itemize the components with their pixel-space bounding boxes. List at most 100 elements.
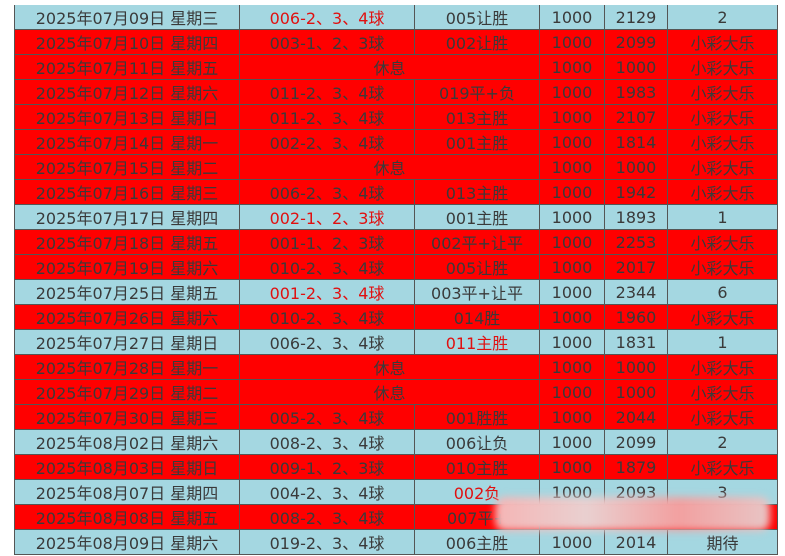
table-cell: 005让胜: [415, 5, 540, 30]
table-cell: 006主胜: [415, 530, 540, 555]
table-cell: 006-2、3、4球: [240, 330, 415, 355]
table-cell: 2025年08月09日 星期六: [14, 530, 240, 555]
table-cell: 休息: [240, 155, 540, 180]
table-cell: 001主胜: [415, 130, 540, 155]
table-cell: 小彩大乐: [668, 30, 778, 55]
table-cell: 2025年07月10日 星期四: [14, 30, 240, 55]
table-cell: 2025年07月14日 星期一: [14, 130, 240, 155]
table-cell: 1000: [540, 180, 605, 205]
table-cell: 2025年07月19日 星期六: [14, 255, 240, 280]
table-cell: 2014: [605, 530, 668, 555]
table-cell: 1000: [540, 80, 605, 105]
table-cell: 1000: [540, 530, 605, 555]
table-cell: 1893: [605, 205, 668, 230]
table-cell: 008-2、3、4球: [240, 430, 415, 455]
table-cell: 1000: [540, 5, 605, 30]
table-cell: 期待: [668, 530, 778, 555]
table-cell: 2129: [605, 5, 668, 30]
table-cell: 2025年07月17日 星期四: [14, 205, 240, 230]
table-cell: 2025年07月25日 星期五: [14, 280, 240, 305]
table-cell: 1814: [605, 130, 668, 155]
table-cell: 002-1、2、3球: [240, 205, 415, 230]
table-cell: 1000: [540, 305, 605, 330]
table-cell: 小彩大乐: [668, 230, 778, 255]
table-cell: 2025年07月13日 星期日: [14, 105, 240, 130]
table-cell: 1000: [540, 130, 605, 155]
table-cell: 002让胜: [415, 30, 540, 55]
table-cell: 1942: [605, 180, 668, 205]
table-cell: 011-2、3、4球: [240, 80, 415, 105]
table-cell: 2025年07月30日 星期三: [14, 405, 240, 430]
table-cell: 005-2、3、4球: [240, 405, 415, 430]
table-cell: 1000: [540, 155, 605, 180]
table-cell: 2344: [605, 280, 668, 305]
table-cell: 1000: [540, 205, 605, 230]
table-cell: 1983: [605, 80, 668, 105]
table-cell: 2: [668, 5, 778, 30]
table-cell: 小彩大乐: [668, 180, 778, 205]
table-cell: 2025年08月07日 星期四: [14, 480, 240, 505]
table-cell: 2025年07月09日 星期三: [14, 5, 240, 30]
table-cell: 006让负: [415, 430, 540, 455]
table-cell: 小彩大乐: [668, 380, 778, 405]
table-cell: 002平+让平: [415, 230, 540, 255]
table-cell: 小彩大乐: [668, 80, 778, 105]
table-cell: 小彩大乐: [668, 305, 778, 330]
table-cell: 小彩大乐: [668, 55, 778, 80]
table-cell: 019平+负: [415, 80, 540, 105]
table-cell: 011-2、3、4球: [240, 105, 415, 130]
table-cell: 019-2、3、4球: [240, 530, 415, 555]
table-cell: 010-2、3、4球: [240, 255, 415, 280]
table-cell: 2025年07月27日 星期日: [14, 330, 240, 355]
table-cell: 2253: [605, 230, 668, 255]
table-cell: 2025年07月12日 星期六: [14, 80, 240, 105]
table-cell: 1000: [540, 355, 605, 380]
table-cell: 1000: [540, 255, 605, 280]
table-cell: 小彩大乐: [668, 105, 778, 130]
table-cell: 001-2、3、4球: [240, 280, 415, 305]
table-cell: 2025年07月28日 星期一: [14, 355, 240, 380]
table-cell: 2025年07月29日 星期二: [14, 380, 240, 405]
table-cell: 小彩大乐: [668, 130, 778, 155]
table-cell: 1000: [540, 105, 605, 130]
blur-overlay: [495, 497, 770, 531]
table-cell: 002负: [415, 480, 540, 505]
table-cell: 2025年08月03日 星期日: [14, 455, 240, 480]
table-cell: 005让胜: [415, 255, 540, 280]
table-cell: 小彩大乐: [668, 455, 778, 480]
table-cell: 1000: [540, 30, 605, 55]
table-cell: 1960: [605, 305, 668, 330]
table-cell: 小彩大乐: [668, 255, 778, 280]
table-cell: 001-1、2、3球: [240, 230, 415, 255]
table-cell: 1831: [605, 330, 668, 355]
table-cell: 1: [668, 205, 778, 230]
table-cell: 1000: [540, 455, 605, 480]
table-cell: 1000: [540, 55, 605, 80]
table-cell: 2025年07月26日 星期六: [14, 305, 240, 330]
table-cell: 1000: [605, 355, 668, 380]
table-cell: 013主胜: [415, 180, 540, 205]
table-cell: 1: [668, 330, 778, 355]
table-cell: 008-2、3、4球: [240, 505, 415, 530]
table-cell: 1000: [540, 405, 605, 430]
table-cell: 003平+让平: [415, 280, 540, 305]
table-cell: 2099: [605, 430, 668, 455]
table-cell: 011主胜: [415, 330, 540, 355]
table-cell: 休息: [240, 380, 540, 405]
table-cell: 2025年07月18日 星期五: [14, 230, 240, 255]
table-cell: 小彩大乐: [668, 155, 778, 180]
table-cell: 2025年08月02日 星期六: [14, 430, 240, 455]
table-cell: 1000: [540, 430, 605, 455]
table-cell: 004-2、3、4球: [240, 480, 415, 505]
table-cell: 010-2、3、4球: [240, 305, 415, 330]
table-cell: 002-2、3、4球: [240, 130, 415, 155]
table-cell: 001胜胜: [415, 405, 540, 430]
table-cell: 014胜: [415, 305, 540, 330]
table-cell: 1000: [540, 330, 605, 355]
table-cell: 006-2、3、4球: [240, 5, 415, 30]
table-cell: 休息: [240, 55, 540, 80]
table-cell: 009-1、2、3球: [240, 455, 415, 480]
table-cell: 006-2、3、4球: [240, 180, 415, 205]
table-cell: 小彩大乐: [668, 405, 778, 430]
